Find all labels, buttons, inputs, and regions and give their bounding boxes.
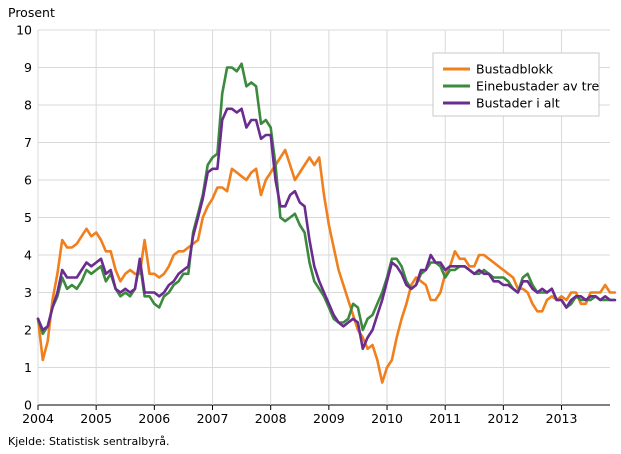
x-tick-label: 2006: [138, 411, 170, 426]
x-tick-label: 2012: [487, 411, 519, 426]
y-tick-label: 5: [24, 210, 32, 225]
gridlines: [37, 29, 610, 410]
x-tick-label: 2010: [371, 411, 403, 426]
source-note: Kjelde: Statistisk sentralbyrå.: [8, 435, 170, 448]
x-tick-label: 2011: [429, 411, 461, 426]
y-tick-label: 0: [24, 398, 32, 413]
y-tick-label: 8: [24, 98, 32, 113]
legend: Bustadblokk Einebustader av tre Bustader i…: [432, 52, 600, 117]
x-tick-label: 2008: [255, 411, 287, 426]
x-tick-label: 2005: [80, 411, 112, 426]
y-tick-label: 2: [24, 323, 32, 338]
series-line-3: [36, 107, 617, 351]
y-tick-label: 1: [24, 360, 32, 375]
x-tick-label: 2009: [313, 411, 345, 426]
y-axis-ticks: 0 1 2 3 4 5 6 7 8 9 10: [16, 23, 32, 413]
y-tick-label: 6: [24, 173, 32, 188]
y-axis-title: Prosent: [8, 5, 55, 20]
legend-label: Bustader i alt: [476, 96, 560, 111]
series-line-1: [36, 148, 617, 384]
y-tick-label: 7: [24, 135, 32, 150]
y-tick-label: 10: [16, 23, 32, 38]
y-tick-label: 9: [24, 60, 32, 75]
y-tick-label: 3: [24, 285, 32, 300]
y-tick-label: 4: [24, 248, 32, 263]
x-tick-label: 2007: [197, 411, 229, 426]
legend-label: Einebustader av tre: [476, 79, 599, 94]
x-tick-label: 2004: [22, 411, 54, 426]
series-lines: [36, 62, 617, 384]
x-tick-label: 2013: [546, 411, 578, 426]
x-axis-ticks: 2004 2005 2006 2007 2008 2009 2010 2011 2012 2013: [22, 411, 577, 426]
legend-label: Bustadblokk: [476, 62, 554, 77]
